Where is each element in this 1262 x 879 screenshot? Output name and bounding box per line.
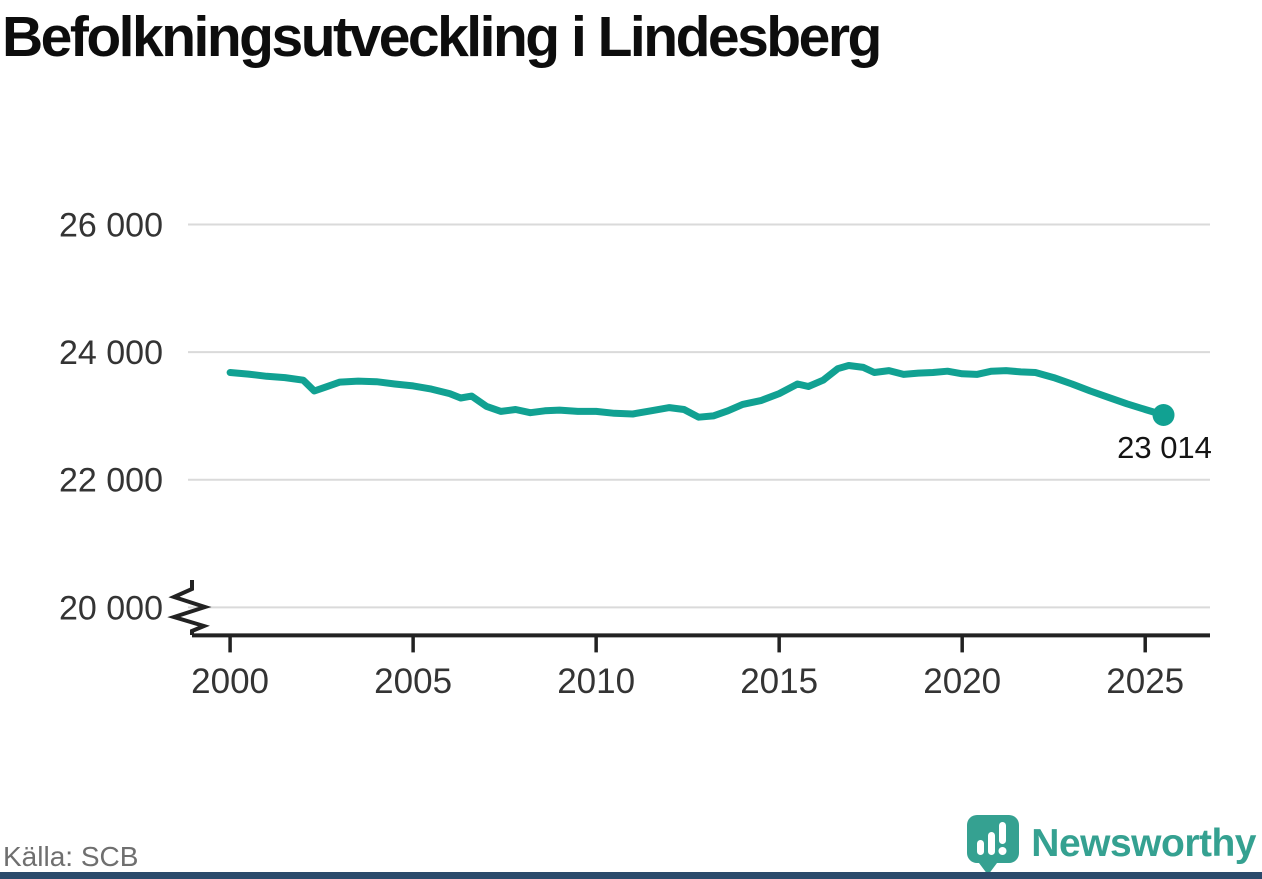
latest-value-dot [1152, 403, 1175, 426]
x-tick-label: 2020 [923, 662, 1001, 701]
logo-exclamation-dot [998, 847, 1007, 855]
source-label: Källa: SCB [3, 841, 139, 872]
y-tick-label: 26 000 [59, 206, 163, 244]
y-tick-label: 22 000 [59, 462, 163, 500]
newsworthy-logo-icon [967, 815, 1020, 875]
population-line [226, 362, 1167, 421]
newsworthy-logo: Newsworthy [966, 814, 1256, 876]
x-tick-label: 2000 [191, 662, 269, 701]
x-tick-label: 2015 [740, 662, 818, 701]
newsworthy-logo-text: Newsworthy [1031, 821, 1256, 865]
axis-break-glyph [167, 580, 212, 635]
logo-exclamation-bar [999, 822, 1007, 844]
x-tick-label: 2005 [374, 662, 452, 701]
x-tick-label: 2025 [1106, 662, 1184, 701]
bottom-accent-bar [0, 872, 1262, 879]
chart-title: Befolkningsutveckling i Lindesberg [2, 5, 882, 69]
population-chart: 20 000 22 000 24 000 26 000 2000 2005 2010 2015… [59, 206, 1212, 701]
y-tick-label: 24 000 [59, 334, 163, 372]
latest-value-label: 23 014 [1117, 430, 1212, 465]
x-tick-label: 2010 [557, 662, 635, 701]
logo-bar-tall [988, 832, 996, 855]
y-tick-label: 20 000 [59, 589, 163, 627]
logo-bar-small [977, 840, 985, 855]
